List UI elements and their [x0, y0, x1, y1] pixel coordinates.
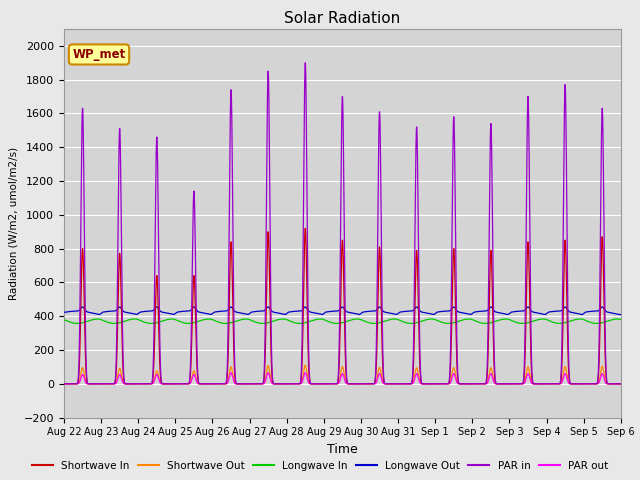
Legend: Shortwave In, Shortwave Out, Longwave In, Longwave Out, PAR in, PAR out: Shortwave In, Shortwave Out, Longwave In… — [28, 456, 612, 475]
Title: Solar Radiation: Solar Radiation — [284, 11, 401, 26]
Y-axis label: Radiation (W/m2, umol/m2/s): Radiation (W/m2, umol/m2/s) — [8, 146, 18, 300]
X-axis label: Time: Time — [327, 443, 358, 456]
Text: WP_met: WP_met — [72, 48, 125, 61]
